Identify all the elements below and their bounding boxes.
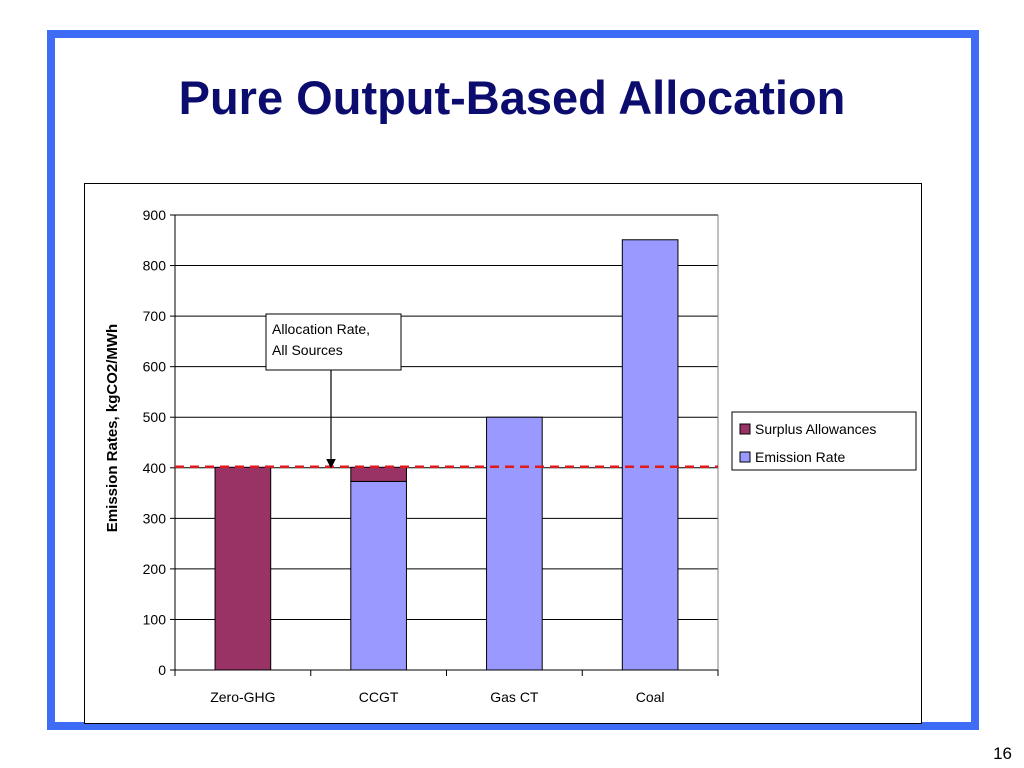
annotation-text: All Sources (272, 342, 343, 358)
axes: 0 100 200 300 400 500 600 700 800 900 Zero-GHG CCGT… (143, 207, 719, 705)
annotation-box (265, 313, 402, 371)
x-tick-label: Gas CT (490, 689, 539, 705)
y-tick-label: 600 (143, 359, 167, 375)
y-tick-label: 800 (143, 258, 167, 274)
annotation: Allocation Rate, All Sources (265, 313, 402, 469)
y-tick-label: 300 (143, 510, 167, 526)
bar-emission-rate (621, 239, 679, 671)
y-tick-label: 900 (143, 207, 167, 223)
bar-chart: 0 100 200 300 400 500 600 700 800 900 Zero-GHG CCGT… (104, 207, 917, 705)
x-tick-label: Coal (636, 689, 665, 705)
y-tick-label: 400 (143, 460, 167, 476)
legend-box (731, 411, 917, 471)
annotation-text: Allocation Rate, (272, 321, 370, 337)
slide-title: Pure Output-Based Allocation (178, 71, 846, 124)
y-tick-label: 100 (143, 611, 167, 627)
y-tick-label: 200 (143, 561, 167, 577)
y-tick-label: 0 (158, 662, 166, 678)
chart-container: 0 100 200 300 400 500 600 700 800 900 Zero-GHG CCGT… (84, 183, 922, 724)
legend-label: Emission Rate (755, 449, 845, 465)
legend-label: Surplus Allowances (755, 421, 876, 437)
y-tick-label: 500 (143, 409, 167, 425)
y-axis-label: Emission Rates, kgCO2/MWh (104, 324, 121, 532)
page-number: 16 (993, 744, 1012, 763)
legend-swatch (739, 451, 751, 463)
bar-emission-rate (350, 480, 407, 671)
slide-frame (47, 30, 979, 730)
legend-swatch (739, 423, 751, 435)
x-tick-label: CCGT (359, 689, 399, 705)
bar-surplus-allowances (350, 466, 407, 482)
y-tick-label: 700 (143, 308, 167, 324)
x-tick-label: Zero-GHG (210, 689, 275, 705)
bar-surplus-allowances (214, 466, 272, 671)
bars (214, 239, 679, 671)
bar-emission-rate (486, 416, 543, 671)
legend: Surplus Allowances Emission Rate (731, 411, 917, 471)
